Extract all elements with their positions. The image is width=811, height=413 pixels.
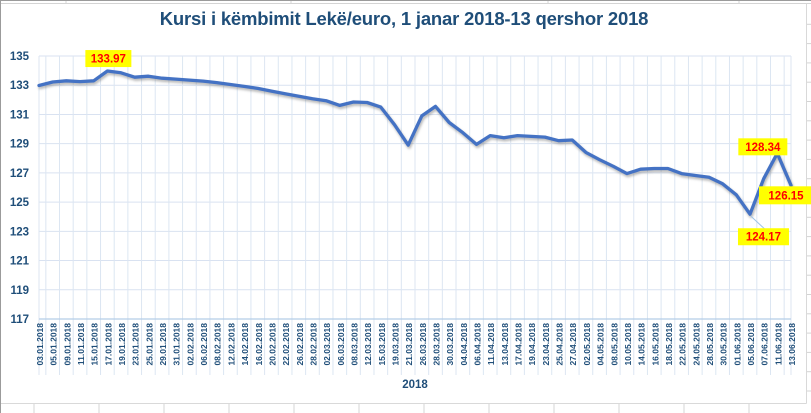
x-axis-tick-label: 02.03.2018 xyxy=(322,323,332,366)
y-axis-tick-label: 119 xyxy=(10,285,29,297)
x-axis-tick-label: 05.01.2018 xyxy=(49,323,59,366)
y-axis-tick-label: 129 xyxy=(10,139,29,151)
x-axis-tick-label: 11.06.2018 xyxy=(773,323,783,365)
x-axis-tick-label: 11.04.2018 xyxy=(486,323,496,365)
x-axis-tick-label: 12.02.2018 xyxy=(226,323,236,366)
x-axis-tick-label: 22.02.2018 xyxy=(281,323,291,366)
x-axis-tick-label: 08.05.2018 xyxy=(609,323,619,366)
x-axis-tick-label: 03.01.2018 xyxy=(35,323,45,366)
x-axis-tick-label: 29.01.2018 xyxy=(158,323,168,366)
x-axis-tick-label: 30.03.2018 xyxy=(445,323,455,366)
y-axis-tick-label: 133 xyxy=(10,80,29,92)
x-axis-tick-label: 13.06.2018 xyxy=(787,323,797,366)
x-axis-tick-label: 19.04.2018 xyxy=(527,323,537,366)
x-axis-tick-label: 01.06.2018 xyxy=(732,323,742,366)
y-axis-tick-label: 117 xyxy=(10,314,29,326)
annotation-label: 133.97 xyxy=(91,54,126,66)
x-axis-tick-label: 17.04.2018 xyxy=(514,323,524,366)
x-axis-tick-label: 19.03.2018 xyxy=(390,323,400,366)
x-axis-tick-label: 04.04.2018 xyxy=(459,323,469,366)
x-axis-tick-label: 15.03.2018 xyxy=(377,323,387,366)
annotation-label: 124.17 xyxy=(746,232,781,244)
x-axis-tick-label: 28.02.2018 xyxy=(308,323,318,366)
x-axis-tick-label: 06.03.2018 xyxy=(336,323,346,366)
exchange-rate-line xyxy=(37,69,793,216)
x-axis-tick-label: 07.06.2018 xyxy=(760,323,770,366)
annotation-box xyxy=(759,186,811,205)
x-axis-tick-label: 23.01.2018 xyxy=(131,323,141,366)
chart-title: Kursi i këmbimit Lekë/euro, 1 janar 2018… xyxy=(159,8,649,29)
y-axis-tick-label: 125 xyxy=(10,197,30,209)
x-axis-tick-label: 26.03.2018 xyxy=(418,323,428,366)
x-axis-tick-label: 26.02.2018 xyxy=(295,323,305,366)
x-axis-tick-label: 30.05.2018 xyxy=(719,323,729,366)
x-axis-tick-label: 04.05.2018 xyxy=(596,323,606,366)
x-axis-tick-label: 10.05.2018 xyxy=(623,323,633,366)
x-axis-tick-label: 14.02.2018 xyxy=(240,323,250,366)
annotation-label: 126.15 xyxy=(768,190,804,202)
x-axis-tick-label: 15.01.2018 xyxy=(90,323,100,366)
x-axis-tick-label: 27.04.2018 xyxy=(568,323,578,366)
x-axis-tick-label: 16.02.2018 xyxy=(254,323,264,366)
x-axis-tick-label: 06.02.2018 xyxy=(199,323,209,366)
x-axis-tick-label: 14.05.2018 xyxy=(637,323,647,366)
annotation-box xyxy=(738,138,788,156)
annotation-leader-line xyxy=(750,215,766,230)
x-axis-tick-label: 16.05.2018 xyxy=(650,323,660,366)
x-axis-title: 2018 xyxy=(402,379,428,391)
x-axis-tick-label: 20.02.2018 xyxy=(267,323,277,366)
x-axis-tick-label: 28.03.2018 xyxy=(432,323,442,366)
x-axis-tick-label: 05.06.2018 xyxy=(746,323,756,366)
annotation-box xyxy=(737,228,789,246)
x-axis-tick-label: 06.04.2018 xyxy=(473,323,483,366)
annotation-label: 128.34 xyxy=(745,142,781,154)
x-axis-tick-label: 25.01.2018 xyxy=(144,323,154,366)
x-axis-tick-label: 23.04.2018 xyxy=(541,323,551,366)
x-axis-tick-label: 19.01.2018 xyxy=(117,323,127,366)
y-axis-tick-label: 127 xyxy=(10,168,29,180)
x-axis-tick-label: 13.04.2018 xyxy=(500,323,510,366)
y-axis-tick-label: 131 xyxy=(10,109,30,121)
x-axis-tick-label: 11.01.2018 xyxy=(76,323,86,365)
x-axis-tick-label: 02.05.2018 xyxy=(582,323,592,366)
x-axis-tick-label: 24.05.2018 xyxy=(691,323,701,366)
x-axis-tick-label: 28.05.2018 xyxy=(705,323,715,366)
x-axis-tick-label: 17.01.2018 xyxy=(103,323,113,366)
x-axis-tick-label: 25.04.2018 xyxy=(555,323,565,366)
x-axis-tick-label: 22.05.2018 xyxy=(678,323,688,366)
x-axis-tick-label: 12.03.2018 xyxy=(363,323,373,366)
x-axis-tick-label: 09.01.2018 xyxy=(62,323,72,366)
x-axis-tick-label: 21.03.2018 xyxy=(404,323,414,366)
y-axis-tick-label: 123 xyxy=(10,226,29,238)
y-axis-tick-label: 135 xyxy=(10,51,30,63)
x-axis-tick-label: 08.02.2018 xyxy=(213,323,223,366)
annotation-box xyxy=(85,50,132,68)
x-axis-tick-label: 18.05.2018 xyxy=(664,323,674,366)
x-axis-tick-label: 02.02.2018 xyxy=(185,323,195,366)
x-axis-tick-label: 31.01.2018 xyxy=(172,323,182,366)
x-axis-tick-label: 08.03.2018 xyxy=(349,323,359,366)
y-axis-tick-label: 121 xyxy=(10,256,30,268)
